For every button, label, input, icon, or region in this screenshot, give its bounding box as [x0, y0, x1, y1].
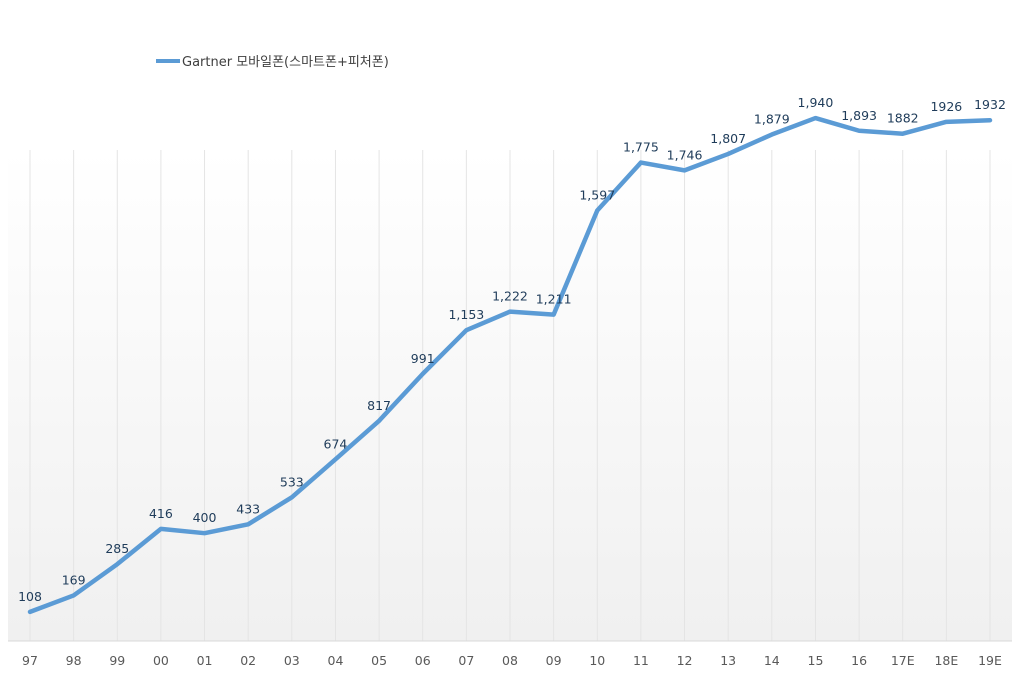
x-tick-label: 01 [197, 653, 213, 668]
x-tick-label: 06 [415, 653, 431, 668]
legend-label: Gartner 모바일폰(스마트폰+피처폰) [182, 55, 389, 70]
data-label: 817 [367, 398, 391, 413]
x-tick-label: 02 [240, 653, 256, 668]
x-tick-label: 97 [22, 653, 38, 668]
data-label: 533 [280, 474, 304, 489]
x-tick-label: 14 [764, 653, 780, 668]
x-tick-label: 15 [808, 653, 824, 668]
data-label: 1882 [887, 111, 919, 126]
x-tick-label: 13 [720, 653, 736, 668]
x-tick-label: 03 [284, 653, 300, 668]
data-label: 1,746 [667, 147, 703, 162]
data-label: 1,775 [623, 140, 659, 155]
data-label: 169 [62, 572, 86, 587]
data-label: 1,879 [754, 112, 790, 127]
x-tick-label: 08 [502, 653, 518, 668]
data-label: 991 [411, 351, 435, 366]
data-label: 1,597 [579, 188, 615, 203]
x-tick-label: 00 [153, 653, 169, 668]
data-label: 1,940 [798, 95, 834, 110]
x-tick-label: 09 [546, 653, 562, 668]
data-label: 1,153 [448, 307, 484, 322]
x-tick-label: 18E [934, 653, 958, 668]
data-label: 1,893 [841, 108, 877, 123]
x-tick-label: 05 [371, 653, 387, 668]
data-label: 1,211 [536, 292, 572, 307]
legend: Gartner 모바일폰(스마트폰+피처폰) [156, 55, 389, 70]
data-label: 285 [105, 541, 129, 556]
x-tick-label: 11 [633, 653, 649, 668]
x-tick-label: 16 [851, 653, 867, 668]
series-line [27, 115, 993, 615]
x-tick-label: 07 [458, 653, 474, 668]
data-label: 108 [18, 589, 42, 604]
x-tick-label: 98 [66, 653, 82, 668]
x-tick-label: 99 [109, 653, 125, 668]
data-labels: 108 169 285 416 400 433 533 674 817 991 1,153 1,222… [18, 95, 1006, 604]
data-label: 1932 [974, 97, 1006, 112]
data-label: 1926 [930, 99, 962, 114]
gridlines [29, 150, 991, 641]
data-label: 1,222 [492, 289, 528, 304]
x-tick-label: 19E [978, 653, 1002, 668]
x-tick-label: 04 [328, 653, 344, 668]
x-axis-ticks: 97 98 99 00 01 02 03 04 05 06 07 08 09 10 11 12 13 14 15 16… [22, 653, 1002, 668]
x-tick-label: 17E [891, 653, 915, 668]
data-label: 400 [193, 510, 217, 525]
data-label: 1,807 [710, 131, 746, 146]
x-tick-label: 12 [677, 653, 693, 668]
data-label: 674 [324, 436, 348, 451]
data-label: 433 [236, 501, 260, 516]
data-label: 416 [149, 506, 173, 521]
x-tick-label: 10 [589, 653, 605, 668]
